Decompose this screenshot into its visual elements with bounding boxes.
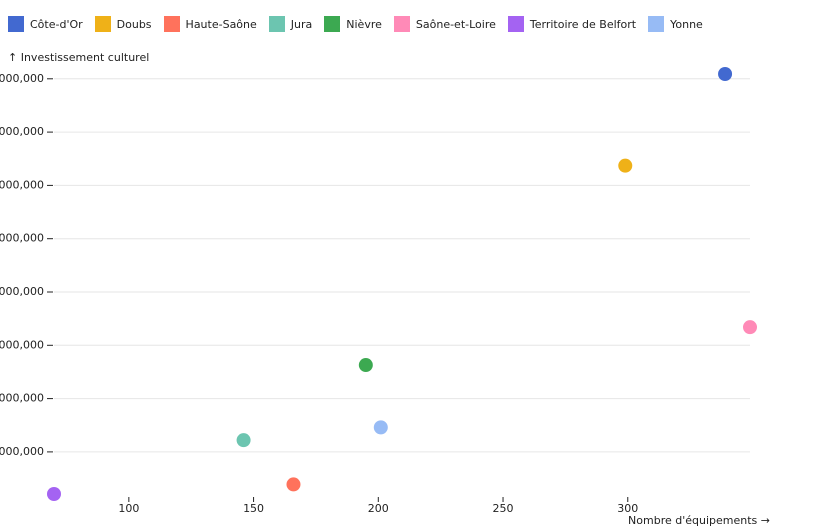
y-tick-label: 70,000,000 <box>0 125 44 138</box>
legend-item: Saône-et-Loire <box>393 16 496 32</box>
point <box>618 158 633 173</box>
legend-swatch <box>268 16 285 32</box>
point <box>718 67 733 81</box>
x-tick-label: 100 <box>118 502 139 515</box>
legend-item: Nièvre <box>324 16 382 32</box>
legend-item: Côte-d'Or <box>8 16 83 32</box>
y-axis-label: ↑ Investissement culturel <box>8 51 149 64</box>
x-axis-label: Nombre d'équipements → <box>628 514 770 526</box>
x-tick-label: 150 <box>243 502 264 515</box>
legend-item: Haute-Saône <box>163 16 257 32</box>
legend-swatch <box>393 16 410 32</box>
legend-item: Yonne <box>648 16 703 32</box>
y-tick-label: 20,000,000 <box>0 392 44 405</box>
y-tick-label: 80,000,000 <box>0 72 44 85</box>
legend-swatch <box>94 16 111 32</box>
point <box>236 433 251 448</box>
y-tick-label: 60,000,000 <box>0 178 44 191</box>
y-tick-label: 30,000,000 <box>0 338 44 351</box>
legend-label: Territoire de Belfort <box>529 17 637 31</box>
legend-item: Doubs <box>94 16 152 32</box>
legend-swatch <box>324 16 341 32</box>
legend-label: Haute-Saône <box>185 17 257 31</box>
legend-label: Yonne <box>670 17 703 31</box>
y-tick-label: 50,000,000 <box>0 232 44 245</box>
point <box>743 320 757 335</box>
point <box>286 477 301 492</box>
x-tick-label: 250 <box>493 502 514 515</box>
point <box>373 420 388 435</box>
point <box>358 358 373 373</box>
legend-label: Doubs <box>116 17 152 31</box>
legend-label: Saône-et-Loire <box>415 17 496 31</box>
legend-item: Jura <box>268 16 313 32</box>
legend-item: Territoire de Belfort <box>507 16 637 32</box>
x-tick-label: 200 <box>368 502 389 515</box>
x-tick-label: 300 <box>617 502 638 515</box>
legend-swatch <box>8 16 24 32</box>
legend-swatch <box>163 16 180 32</box>
legend-swatch <box>507 16 524 32</box>
legend-label: Côte-d'Or <box>30 17 83 31</box>
legend-label: Nièvre <box>346 17 382 31</box>
point <box>47 487 61 501</box>
legend: Côte-d'Or Doubs Haute-Saône Jura Nièvre Saône… <box>8 16 703 32</box>
y-tick-label: 40,000,000 <box>0 285 44 298</box>
legend-swatch <box>648 16 665 32</box>
legend-label: Jura <box>290 17 313 31</box>
y-tick-label: 10,000,000 <box>0 445 44 458</box>
